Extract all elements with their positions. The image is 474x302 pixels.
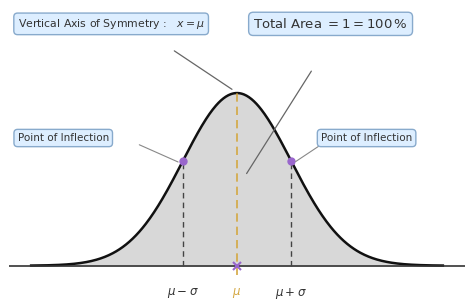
Text: $\mu$: $\mu$ [232,286,242,300]
Text: Point of Inflection: Point of Inflection [321,133,412,143]
Text: $\mu + \sigma$: $\mu + \sigma$ [275,286,307,301]
Text: Point of Inflection: Point of Inflection [18,133,109,143]
Text: $\mu - \sigma$: $\mu - \sigma$ [167,286,199,300]
Text: Vertical Axis of Symmetry :   $x = \mu$: Vertical Axis of Symmetry : $x = \mu$ [18,17,205,31]
Text: Total Area $= 1 = 100\,\%$: Total Area $= 1 = 100\,\%$ [253,17,408,31]
